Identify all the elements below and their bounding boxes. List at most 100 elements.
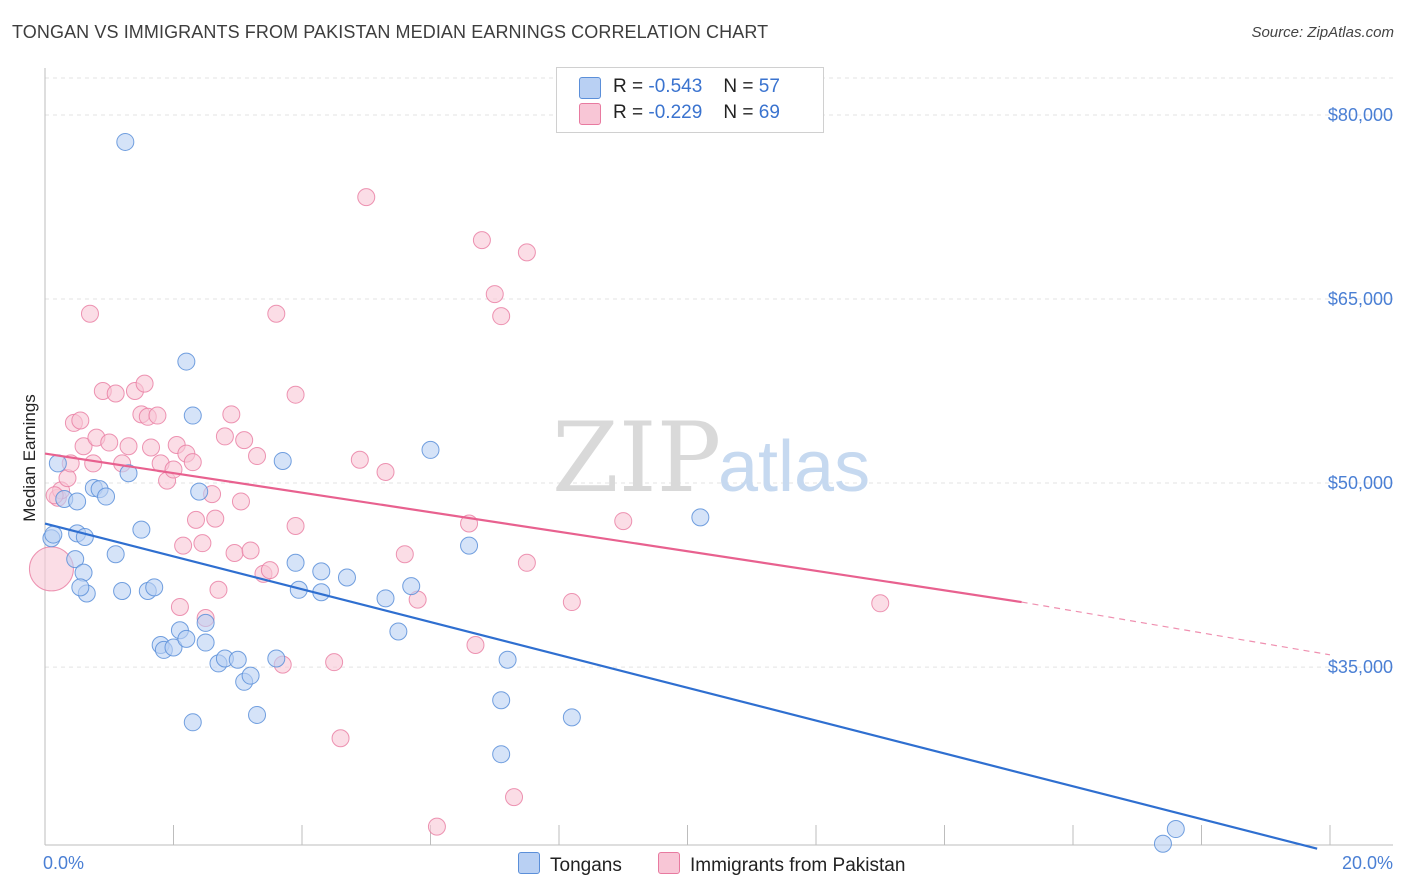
data-point-tongans [376, 589, 395, 608]
tongans-swatch [518, 852, 540, 874]
r-value: -0.229 [648, 102, 703, 123]
bottom-legend-pakistan: Immigrants from Pakistan [658, 852, 905, 877]
data-point-tongans [691, 508, 710, 527]
data-point-pakistan [119, 437, 138, 456]
data-point-pakistan [231, 492, 250, 511]
data-point-tongans [164, 638, 183, 657]
x-tick-label: 0.0% [43, 853, 84, 873]
data-point-pakistan [517, 243, 536, 262]
data-point-pakistan [357, 188, 376, 207]
data-point-pakistan [505, 788, 524, 807]
data-point-pakistan [395, 545, 414, 564]
data-point-pakistan [241, 541, 260, 560]
data-point-pakistan [71, 411, 90, 430]
tongans-swatch [579, 77, 601, 99]
n-label: N = [723, 76, 754, 97]
legend-tongans-text: R = -0.543 N = 57 [613, 76, 780, 98]
chart-source: Source: ZipAtlas.com [1251, 24, 1394, 41]
data-point-pakistan [325, 653, 344, 672]
watermark-zip: ZIP [552, 402, 721, 514]
data-point-tongans [190, 482, 209, 501]
data-point-tongans [460, 536, 479, 555]
data-point-tongans [562, 708, 581, 727]
data-point-tongans [71, 578, 90, 597]
data-point-tongans [492, 745, 511, 764]
x-tick-labels: 0.0% 20.0% [43, 853, 1393, 873]
trend-line-pakistan-extension [1021, 601, 1331, 656]
data-point-pakistan [222, 405, 241, 424]
data-point-tongans [337, 568, 356, 587]
data-point-pakistan [472, 231, 491, 250]
data-point-tongans [132, 520, 151, 539]
pakistan-swatch [579, 103, 601, 125]
data-point-tongans [273, 451, 292, 470]
data-point-pakistan [28, 546, 74, 592]
legend-pakistan-text: R = -0.229 N = 69 [613, 102, 780, 124]
data-point-tongans [389, 622, 408, 641]
r-value: -0.543 [648, 76, 703, 97]
data-point-pakistan [142, 438, 161, 457]
data-point-pakistan [170, 597, 189, 616]
data-point-pakistan [225, 543, 244, 562]
y-tick-label: $35,000 [1328, 657, 1393, 677]
data-point-pakistan [267, 304, 286, 323]
data-point-pakistan [517, 553, 536, 572]
trend-lines [44, 452, 1331, 850]
data-point-pakistan [331, 729, 350, 748]
data-point-pakistan [106, 384, 125, 403]
data-point-pakistan [80, 304, 99, 323]
data-point-tongans [267, 649, 286, 668]
data-point-pakistan [183, 453, 202, 472]
n-value: 57 [758, 76, 780, 97]
data-point-tongans [183, 713, 202, 732]
data-point-pakistan [248, 447, 267, 466]
r-label: R = [613, 102, 644, 123]
data-point-pakistan [376, 462, 395, 481]
trend-line-pakistan [44, 452, 1022, 604]
watermark-atlas: atlas [718, 427, 870, 507]
grid-lines [45, 77, 1393, 668]
data-point-tongans [421, 440, 440, 459]
data-point-pakistan [206, 509, 225, 528]
data-point-tongans [492, 691, 511, 710]
data-point-pakistan [135, 374, 154, 393]
data-point-pakistan [100, 433, 119, 452]
data-point-tongans [498, 650, 517, 669]
data-point-tongans [286, 553, 305, 572]
data-point-tongans [177, 352, 196, 371]
y-tick-label: $65,000 [1328, 289, 1393, 309]
y-tick-labels: $35,000 $50,000 $65,000 $80,000 [1328, 105, 1393, 677]
data-point-tongans [106, 545, 125, 564]
trend-line-tongans [44, 522, 1318, 850]
chart-title: TONGAN VS IMMIGRANTS FROM PAKISTAN MEDIA… [12, 22, 769, 42]
data-point-pakistan [614, 512, 633, 531]
data-point-pakistan [235, 431, 254, 450]
data-point-tongans [196, 633, 215, 652]
data-point-pakistan [174, 536, 193, 555]
y-tick-label: $50,000 [1328, 473, 1393, 493]
data-point-pakistan [260, 561, 279, 580]
data-point-tongans [145, 578, 164, 597]
y-tick-label: $80,000 [1328, 105, 1393, 125]
data-point-tongans [312, 562, 331, 581]
series-pakistan [28, 188, 890, 836]
data-point-tongans [248, 705, 267, 724]
data-point-tongans [183, 406, 202, 425]
correlation-legend: R = -0.543 N = 57 R = -0.229 N = 69 [556, 67, 824, 133]
data-point-pakistan [871, 594, 890, 613]
pakistan-swatch [658, 852, 680, 874]
data-point-pakistan [492, 307, 511, 326]
data-point-tongans [241, 666, 260, 685]
data-point-pakistan [193, 534, 212, 553]
r-label: R = [613, 76, 644, 97]
x-tick-label: 20.0% [1342, 853, 1393, 873]
data-point-pakistan [427, 817, 446, 836]
data-point-tongans [116, 132, 135, 151]
data-point-tongans [177, 629, 196, 648]
data-point-tongans [1166, 820, 1185, 839]
series-tongans [42, 132, 1185, 853]
pakistan-label: Immigrants from Pakistan [690, 855, 906, 876]
tongans-label: Tongans [550, 855, 622, 876]
data-point-tongans [44, 525, 63, 544]
